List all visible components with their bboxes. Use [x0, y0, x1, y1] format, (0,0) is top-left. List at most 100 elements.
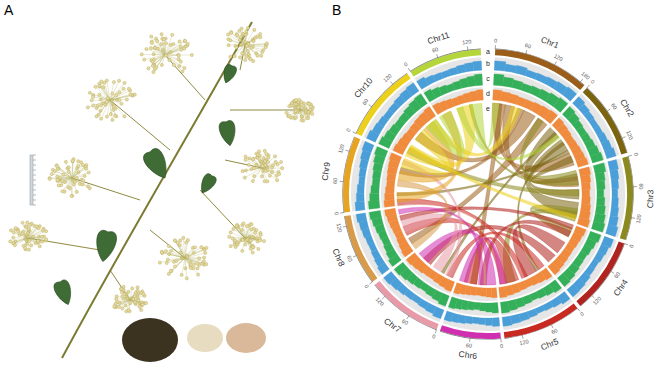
flower [294, 116, 297, 119]
chromosome-band [440, 325, 501, 339]
histogram-bar [359, 176, 366, 185]
flower [246, 26, 249, 29]
flower [115, 297, 118, 300]
flower [113, 114, 116, 117]
tick-label: 180 [580, 70, 591, 80]
flower [180, 273, 183, 276]
pedicel [152, 43, 165, 55]
tuber [226, 323, 266, 353]
flower [190, 53, 193, 56]
flower [92, 104, 95, 107]
flower [129, 93, 132, 96]
histogram-bar [473, 61, 482, 71]
flower [100, 104, 103, 107]
flower [75, 176, 78, 179]
chromosome-label: Chr1 [539, 34, 560, 50]
tuber [122, 318, 178, 362]
histogram-bar [596, 180, 605, 189]
flower [198, 257, 201, 260]
histogram-bar [385, 208, 397, 216]
pedicel [110, 100, 124, 116]
flower [83, 174, 86, 177]
chromosome-band [620, 156, 633, 240]
flower [265, 153, 268, 156]
histogram-bar [577, 217, 590, 227]
pedicel [72, 169, 86, 178]
flower [256, 153, 259, 156]
histogram-bar [480, 303, 486, 311]
flower [287, 114, 290, 117]
link [520, 118, 577, 180]
axis-line [410, 49, 481, 72]
flower [28, 223, 31, 226]
tick [407, 316, 409, 319]
flower [115, 93, 118, 96]
track-background [557, 231, 602, 288]
flower [64, 180, 67, 183]
pedicel [110, 89, 124, 100]
pedicel [168, 258, 185, 260]
flower [160, 43, 163, 46]
flower [26, 221, 29, 224]
flower [273, 155, 276, 158]
flower [264, 46, 267, 49]
pedicel [262, 156, 275, 168]
tick-label: 0 [363, 283, 370, 289]
track-background [453, 283, 498, 301]
flower [249, 247, 252, 250]
pedicel [231, 32, 245, 45]
tick [390, 81, 393, 84]
flower [162, 38, 165, 41]
flower [70, 194, 73, 197]
pedicel [237, 35, 245, 45]
pedicel [13, 238, 28, 243]
pedicel [245, 45, 250, 59]
flower [278, 172, 281, 175]
flower [40, 235, 43, 238]
flower [111, 118, 114, 121]
flower [142, 292, 145, 295]
pedicel [185, 258, 187, 278]
flower [112, 80, 115, 83]
pedicel [185, 242, 186, 258]
pedicel [50, 178, 72, 180]
histogram-bar [357, 185, 364, 194]
flower [231, 237, 234, 240]
flower [164, 42, 167, 45]
flower [119, 287, 122, 290]
flower [152, 53, 155, 56]
flower [12, 231, 15, 234]
flower [227, 44, 230, 47]
flower [166, 258, 169, 261]
flower [230, 31, 233, 34]
histogram-bar [448, 67, 458, 75]
pedicel [245, 238, 260, 240]
flower [260, 54, 263, 57]
flower [106, 97, 109, 100]
flower [249, 58, 252, 61]
flower [236, 34, 239, 37]
flower [177, 54, 180, 57]
pedicel [185, 247, 201, 258]
pedicel [237, 226, 245, 238]
track [381, 87, 595, 301]
flower [265, 43, 268, 46]
flower [232, 227, 235, 230]
pedicel [72, 178, 90, 188]
tick [628, 155, 632, 156]
flower [305, 116, 308, 119]
flower [92, 95, 95, 98]
histogram-bar [355, 202, 365, 211]
flower [41, 240, 44, 243]
histogram-bar [604, 148, 616, 159]
histogram-bar [610, 207, 619, 217]
tick [551, 324, 553, 328]
leaf [52, 279, 75, 308]
histogram-bar [557, 273, 570, 286]
flower [250, 228, 253, 231]
flower [71, 194, 74, 197]
flower [256, 54, 259, 57]
flower [160, 250, 163, 253]
flower [241, 52, 244, 55]
flower [133, 301, 136, 304]
